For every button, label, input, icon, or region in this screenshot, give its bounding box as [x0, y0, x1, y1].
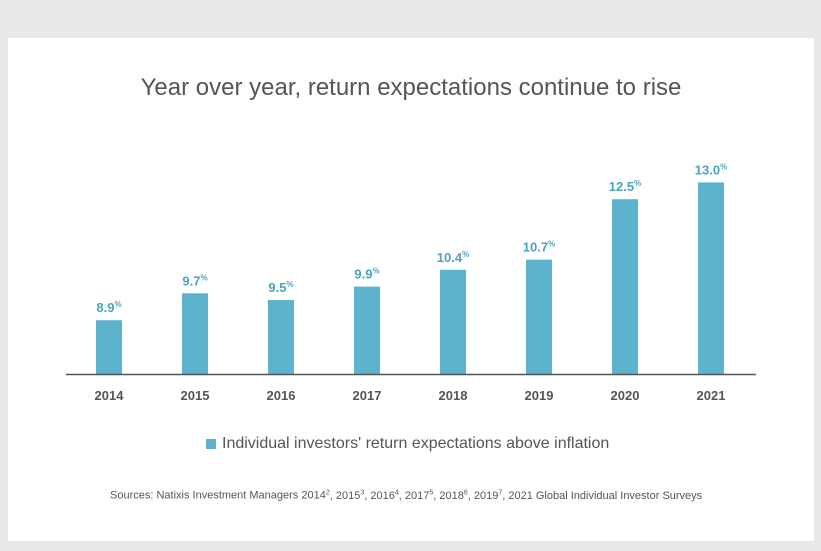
x-tick-label-2016: 2016 [267, 388, 296, 403]
data-label-2018: 10.4% [437, 250, 469, 265]
source-footnote-mark: 6 [463, 489, 468, 496]
data-label-2021: 13.0% [695, 162, 727, 177]
x-tick-label-2018: 2018 [439, 388, 468, 403]
source-footnote-mark: 2 [325, 489, 330, 496]
data-label-2016: 9.5% [268, 280, 293, 295]
bar-2018 [440, 269, 466, 374]
x-tick-label-2021: 2021 [697, 388, 726, 403]
source-note: Sources: Natixis Investment Managers 201… [110, 489, 702, 502]
bar-2015 [182, 293, 208, 374]
source-text: , 2021 Global Individual Investor Survey… [502, 489, 703, 502]
data-label-2014: 8.9% [96, 300, 121, 315]
legend-swatch [206, 439, 216, 449]
source-footnote-mark: 3 [360, 489, 365, 496]
x-tick-label-2014: 2014 [95, 388, 125, 403]
source-text: , 2018 [433, 489, 464, 502]
source-text: , 2015 [329, 489, 361, 502]
chart-card: Year over year, return expectations cont… [8, 38, 814, 541]
x-tick-label-2015: 2015 [181, 388, 210, 403]
source-footnote-mark: 4 [394, 489, 399, 496]
bar-2014 [96, 320, 122, 374]
source-text: , 2019 [467, 489, 499, 502]
bar-chart: 8.9% 2014 9.7% 2015 9.5% 2016 9.9% 2017 10.4% 201… [66, 162, 756, 403]
source-text: , 2017 [398, 489, 430, 502]
bar-2019 [526, 259, 552, 374]
source-footnote-mark: 7 [498, 489, 503, 496]
x-tick-label-2019: 2019 [525, 388, 554, 403]
bar-2016 [268, 300, 294, 374]
x-tick-label-2020: 2020 [611, 388, 640, 403]
legend-label: Individual investors' return expectation… [222, 435, 610, 452]
source-footnote-mark: 5 [429, 489, 434, 496]
bar-2020 [612, 199, 638, 374]
bar-2017 [354, 286, 380, 374]
data-label-2017: 9.9% [354, 267, 379, 282]
data-label-2020: 12.5% [609, 179, 641, 194]
source-text: , 2016 [364, 489, 395, 502]
chart-title: Year over year, return expectations cont… [140, 74, 682, 101]
legend: Individual investors' return expectation… [206, 435, 609, 453]
x-tick-label-2017: 2017 [353, 388, 382, 403]
data-label-2015: 9.7% [182, 273, 207, 288]
bar-2021 [698, 182, 724, 374]
data-label-2019: 10.7% [523, 240, 555, 255]
source-prefix: Sources: Natixis Investment Managers 201… [110, 489, 326, 502]
